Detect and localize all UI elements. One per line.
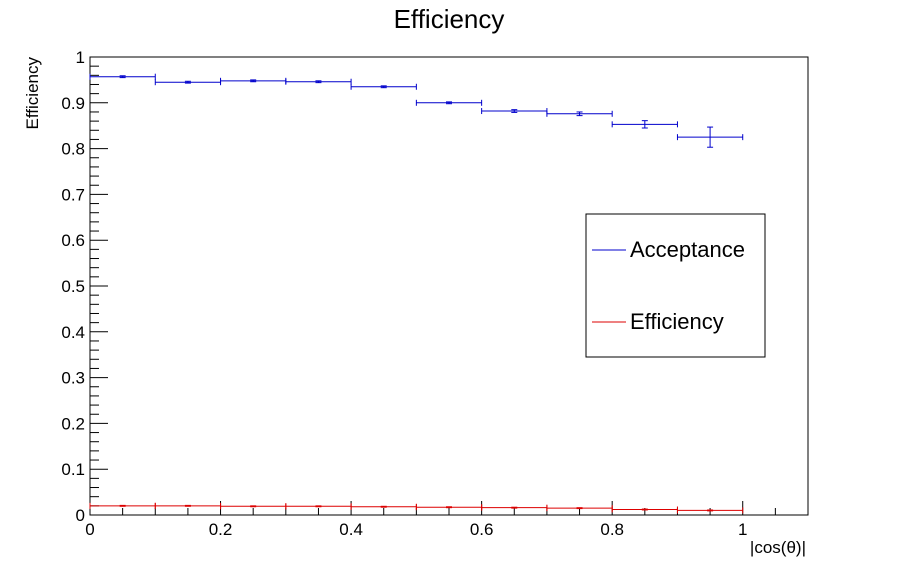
y-axis-label: Efficiency (23, 57, 42, 130)
y-tick-label: 0.4 (61, 323, 85, 342)
chart-title: Efficiency (394, 4, 505, 34)
data-point (154, 79, 222, 86)
data-point (350, 83, 417, 90)
x-tick-label: 0 (85, 520, 94, 539)
y-tick-label: 0.2 (61, 414, 85, 433)
data-point (89, 73, 156, 80)
data-point (676, 507, 744, 514)
x-tick-label: 0.4 (339, 520, 363, 539)
x-tick-label: 0.6 (470, 520, 494, 539)
data-point (220, 77, 287, 84)
data-point (481, 108, 548, 115)
data-point (154, 502, 222, 509)
x-axis-label: |cos(θ)| (750, 538, 806, 557)
series-layer (89, 73, 744, 514)
y-tick-label: 1 (76, 48, 85, 67)
data-point (546, 505, 613, 512)
data-point (415, 99, 483, 106)
legend-label-acceptance: Acceptance (630, 237, 745, 262)
series-acceptance (89, 73, 744, 148)
series-efficiency (89, 502, 744, 514)
y-tick-label: 0 (76, 506, 85, 525)
y-tick-label: 0.5 (61, 277, 85, 296)
y-tick-label: 0.8 (61, 140, 85, 159)
data-point (285, 78, 352, 85)
y-tick-label: 0.3 (61, 369, 85, 388)
x-tick-label: 0.2 (209, 520, 233, 539)
y-tick-label: 0.1 (61, 460, 85, 479)
data-point (676, 126, 744, 148)
legend: Acceptance Efficiency (585, 213, 766, 358)
legend-label-efficiency: Efficiency (630, 309, 724, 334)
y-tick-label: 0.7 (61, 185, 85, 204)
y-tick-label: 0.6 (61, 231, 85, 250)
data-point (611, 120, 678, 129)
x-tick-label: 0.8 (600, 520, 624, 539)
axes: 0 0.1 0.2 0.3 0.4 0.5 0.6 0.7 0.8 0.9 1 0 0.2 0.4 0.6 0… (61, 48, 809, 539)
data-point (89, 502, 156, 509)
y-tick-label: 0.9 (61, 94, 85, 113)
data-point (285, 503, 352, 510)
x-tick-label: 1 (738, 520, 747, 539)
legend-box (585, 213, 766, 358)
data-point (546, 110, 613, 117)
